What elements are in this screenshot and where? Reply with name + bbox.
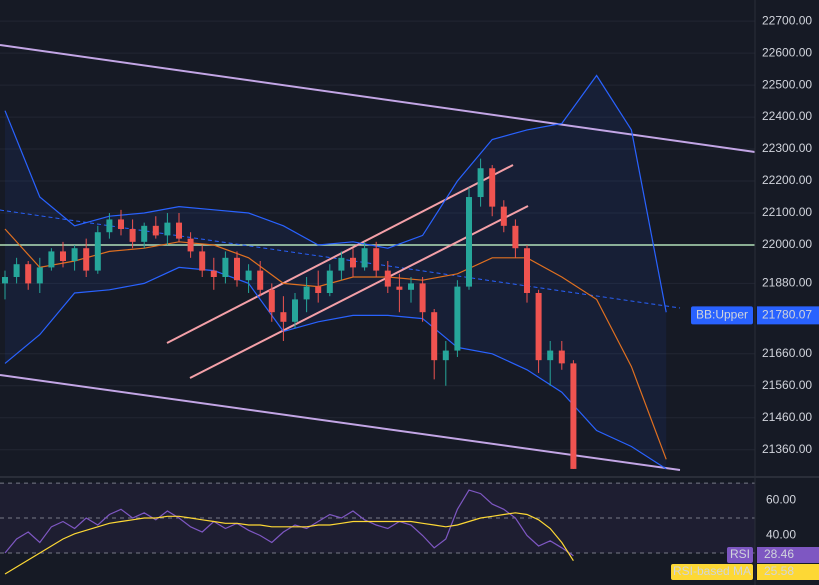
badge-value-box	[757, 306, 819, 325]
candle-body	[419, 283, 426, 313]
bollinger-lower	[4, 266, 667, 470]
candle-body	[268, 289, 275, 313]
candle-body	[176, 222, 182, 239]
candle-body	[210, 270, 217, 278]
candle-body	[280, 312, 287, 322]
candle-body	[489, 168, 496, 207]
y-tick-label: 22600.00	[762, 45, 812, 59]
candle-body	[118, 219, 124, 230]
candle-body	[396, 286, 403, 290]
candle-body	[222, 257, 229, 278]
y-tick-label: 21360.00	[762, 442, 812, 456]
candle-body	[36, 267, 43, 284]
bollinger-basis	[4, 228, 667, 460]
candle-body	[373, 248, 380, 271]
candle-body	[431, 312, 438, 361]
rsi-tick-label: 40.00	[766, 528, 796, 542]
parallel-channel-top	[166, 164, 514, 344]
candle-body	[384, 270, 391, 287]
candle-body	[25, 264, 32, 284]
candle-body	[152, 225, 159, 236]
legend-name-box	[671, 564, 753, 580]
channel-top	[0, 44, 756, 153]
candle-body	[500, 206, 507, 226]
candle-body	[94, 232, 101, 271]
candle-body	[535, 292, 542, 361]
grid	[0, 20, 755, 554]
rsi-line	[4, 512, 574, 575]
candle-body	[199, 251, 206, 271]
y-tick-label: 22200.00	[762, 173, 812, 187]
y-tick-label: 22700.00	[762, 13, 812, 27]
candle-body	[234, 257, 240, 281]
badge-name: BB:Upper	[696, 308, 748, 322]
y-tick-label: 22500.00	[762, 77, 812, 91]
legend-name-box	[727, 547, 753, 563]
candle-body	[326, 270, 333, 293]
candle-body	[558, 350, 565, 364]
candle-body	[477, 168, 484, 198]
y-tick-label: 21460.00	[762, 410, 812, 424]
badge-name-box	[691, 306, 753, 325]
rsi-tick-label: 60.00	[766, 493, 796, 507]
candle-body	[257, 270, 264, 290]
y-tick-label: 21880.00	[762, 276, 812, 290]
candle-body	[13, 264, 20, 278]
channel-bottom	[0, 374, 681, 471]
y-tick-label: 22000.00	[762, 237, 812, 251]
candle-body	[442, 350, 449, 361]
y-tick-label: 21560.00	[762, 378, 812, 392]
legend-name: RSI	[730, 547, 750, 561]
candle-body	[547, 350, 554, 361]
price-axis: 22700.00 22600.00 22500.00 22400.00 22300.00…	[671, 13, 819, 580]
band-fill-layer	[5, 75, 667, 469]
y-tick-label: 21660.00	[762, 346, 812, 360]
y-tick-label: 22100.00	[762, 205, 812, 219]
candle-body	[164, 222, 171, 236]
candle-body	[187, 238, 194, 252]
candle-body	[60, 251, 66, 262]
candle-body	[245, 270, 252, 281]
candle-body	[129, 229, 136, 242]
plot	[2, 74, 667, 575]
candle-body	[466, 197, 472, 287]
candle-body	[512, 225, 519, 249]
candle-body	[141, 225, 148, 242]
bollinger-upper	[4, 74, 667, 313]
y-tick-label: 22400.00	[762, 109, 812, 123]
candle-body	[524, 248, 530, 293]
y-tick-label: 22300.00	[762, 141, 812, 155]
badge-value: 21780.07	[762, 308, 812, 322]
last-value-box	[757, 547, 819, 563]
last-value: 25.58	[764, 564, 794, 578]
rsi-line	[4, 489, 574, 557]
candle-body	[2, 277, 8, 284]
last-value: 28.46	[764, 547, 794, 561]
candle-body	[338, 257, 345, 271]
candle-body	[71, 248, 78, 262]
legend-name: RSI-based MA	[673, 564, 751, 578]
candle-body	[454, 286, 461, 351]
band-fill	[5, 75, 667, 469]
candle-body	[350, 257, 356, 268]
candle-body	[315, 286, 322, 293]
candle-body	[106, 219, 113, 233]
candle-body	[303, 286, 310, 300]
candle-body	[361, 248, 368, 268]
candle-body	[48, 251, 55, 268]
candle-body	[570, 363, 577, 469]
last-value-box	[757, 564, 819, 580]
candle-body	[292, 299, 298, 322]
candle-body	[408, 283, 414, 290]
candle-body	[83, 248, 90, 271]
